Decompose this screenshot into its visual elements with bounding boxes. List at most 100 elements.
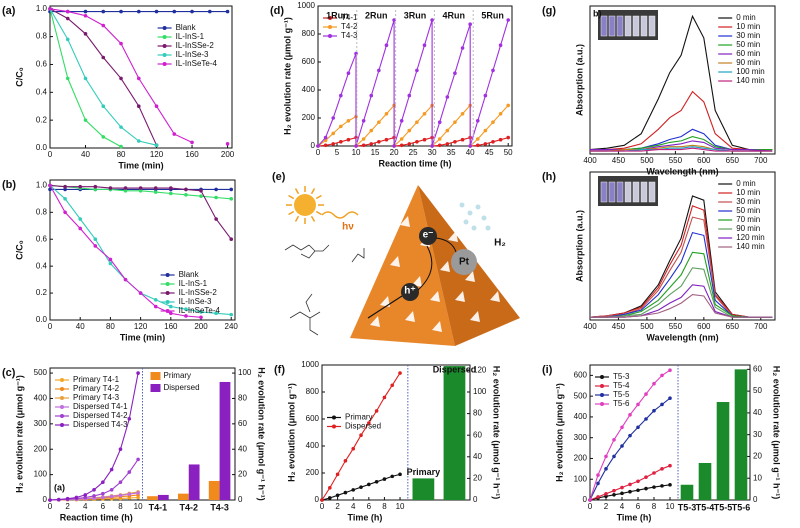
pore: [490, 291, 500, 302]
x-tick-label: 50: [504, 148, 513, 157]
y-tick-label: 500: [34, 368, 48, 377]
data-point: [169, 304, 173, 309]
data-point: [445, 95, 450, 99]
legend-label: T5-4: [613, 381, 630, 390]
legend-marker: [332, 424, 336, 429]
data-point: [367, 421, 371, 425]
panel-label: (e): [272, 171, 286, 183]
data-point: [398, 371, 402, 375]
y2-tick-label: 60: [753, 364, 762, 373]
data-point: [190, 9, 194, 14]
data-point: [506, 135, 510, 140]
data-point: [460, 137, 465, 142]
sun-ray: [315, 194, 322, 200]
legend-marker: [162, 53, 167, 57]
data-point: [93, 187, 98, 192]
data-point: [390, 474, 395, 479]
x-tick-label: 600: [697, 322, 711, 331]
x-tick-label: 120: [150, 150, 164, 159]
y-tick-label: 1000: [297, 1, 315, 10]
x-tick-label: 700: [754, 156, 768, 165]
y-tick-label: 1000: [301, 360, 319, 369]
x-tick-label: 700: [754, 322, 768, 331]
bar: [208, 480, 220, 500]
legend-label: 50 min: [736, 40, 760, 49]
x-tick-label: 400: [583, 322, 597, 331]
x-tick-label: 10: [396, 502, 405, 511]
bar-category-label: Dispersed: [433, 364, 477, 374]
legend-label: T5-6: [613, 399, 630, 408]
data-point: [652, 381, 656, 386]
legend-label: T4-2: [341, 22, 358, 31]
panel-label: (b): [2, 179, 16, 191]
data-point: [93, 184, 98, 189]
x-tick-label: 8: [652, 502, 657, 511]
y-tick-label: 0.8: [36, 32, 48, 41]
data-point: [119, 125, 123, 129]
data-point: [109, 467, 114, 472]
data-point: [384, 43, 389, 47]
y-tick-label: 500: [574, 391, 588, 400]
y-tick-label: 600: [574, 370, 588, 379]
legend-label: 90 min: [736, 58, 760, 67]
data-point: [453, 71, 457, 75]
pore: [390, 256, 400, 267]
vial: [608, 181, 616, 203]
transfer-arrow: [435, 237, 457, 253]
y-tick-label: 0: [43, 495, 48, 504]
data-point: [323, 138, 328, 143]
plot-frame: [49, 5, 233, 149]
y2-tick-label: 60: [238, 419, 247, 428]
bubble: [471, 225, 477, 231]
data-point: [620, 444, 624, 448]
pyramid-left: [350, 185, 455, 346]
data-point: [604, 491, 608, 496]
legend-marker: [332, 415, 336, 420]
data-point: [407, 128, 412, 133]
data-point: [422, 43, 427, 47]
legend-label: Primary: [164, 371, 192, 380]
data-point: [65, 76, 70, 81]
x-tick-label: 10: [666, 502, 675, 511]
data-point: [628, 433, 632, 438]
legend-label: 70 min: [736, 215, 760, 224]
data-point: [83, 495, 88, 500]
series-line: [590, 284, 773, 318]
y-tick-label: 300: [34, 419, 48, 428]
bar: [698, 462, 712, 500]
data-point: [398, 472, 402, 477]
y2-tick-label: 80: [238, 394, 247, 403]
y-axis-title: C/C₀: [14, 240, 24, 260]
data-point: [369, 142, 374, 146]
x-tick-label: 8: [382, 502, 387, 511]
legend-label: IL-InS-1: [176, 32, 205, 41]
legend-marker: [60, 405, 64, 409]
x-tick-label: 80: [117, 150, 126, 159]
data-point: [636, 488, 640, 493]
data-point: [136, 104, 141, 109]
x-tick-label: 6: [636, 502, 641, 511]
y-tick-label: 0.6: [36, 234, 48, 243]
legend-label: Blank: [176, 23, 197, 32]
bar: [219, 381, 231, 500]
data-point: [660, 484, 664, 488]
data-point: [78, 184, 83, 189]
data-point: [109, 488, 114, 492]
data-point: [506, 18, 510, 22]
y-axis-title: H₂ evolution rate (μmol g⁻¹): [282, 17, 292, 135]
bar: [443, 366, 466, 500]
data-point: [225, 142, 230, 146]
x-axis-title: Time (min): [120, 332, 165, 342]
hole: [401, 283, 419, 301]
data-point: [123, 188, 128, 193]
bar: [680, 484, 694, 500]
data-point: [498, 112, 503, 116]
vial: [600, 15, 608, 37]
pore: [448, 231, 458, 242]
y2-tick-label: 80: [473, 409, 482, 418]
data-point: [636, 402, 640, 407]
series-line: [49, 8, 158, 146]
data-point: [83, 13, 88, 18]
legend-label: Blank: [179, 270, 200, 279]
x-tick-label: 10: [352, 148, 361, 157]
